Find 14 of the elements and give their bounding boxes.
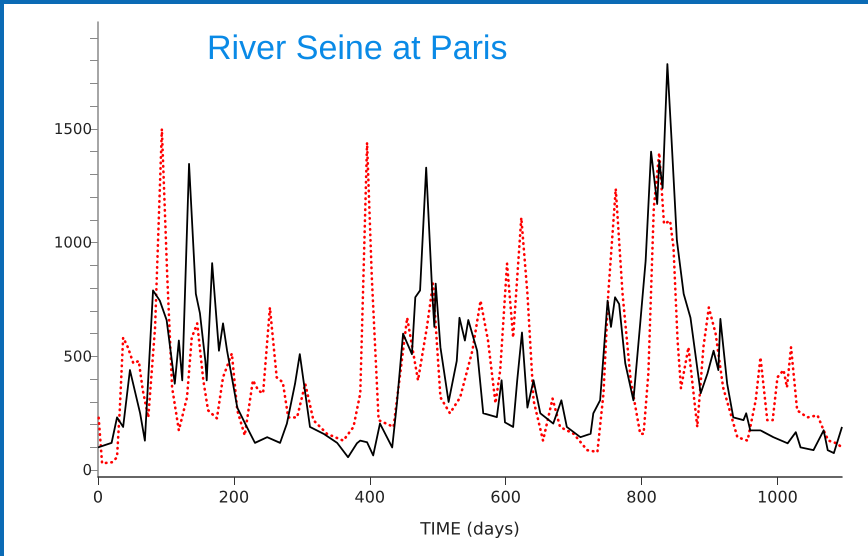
x-tick-label: 400 (354, 488, 386, 506)
x-tick-label: 800 (626, 488, 657, 506)
x-tick-label: 200 (218, 488, 250, 506)
chart-title: River Seine at Paris (207, 29, 508, 67)
y-tick-label: 1000 (54, 234, 92, 252)
x-tick-label: 1000 (757, 488, 798, 506)
y-tick-label: 0 (82, 461, 92, 480)
y-tick-label: 500 (63, 347, 92, 366)
x-axis-title: TIME (days) (419, 520, 520, 540)
y-tick-label: 1500 (54, 120, 92, 138)
line-series (97, 128, 844, 465)
x-tick-label: 0 (92, 488, 104, 506)
line-series (97, 63, 843, 458)
x-tick-label: 600 (490, 488, 521, 506)
